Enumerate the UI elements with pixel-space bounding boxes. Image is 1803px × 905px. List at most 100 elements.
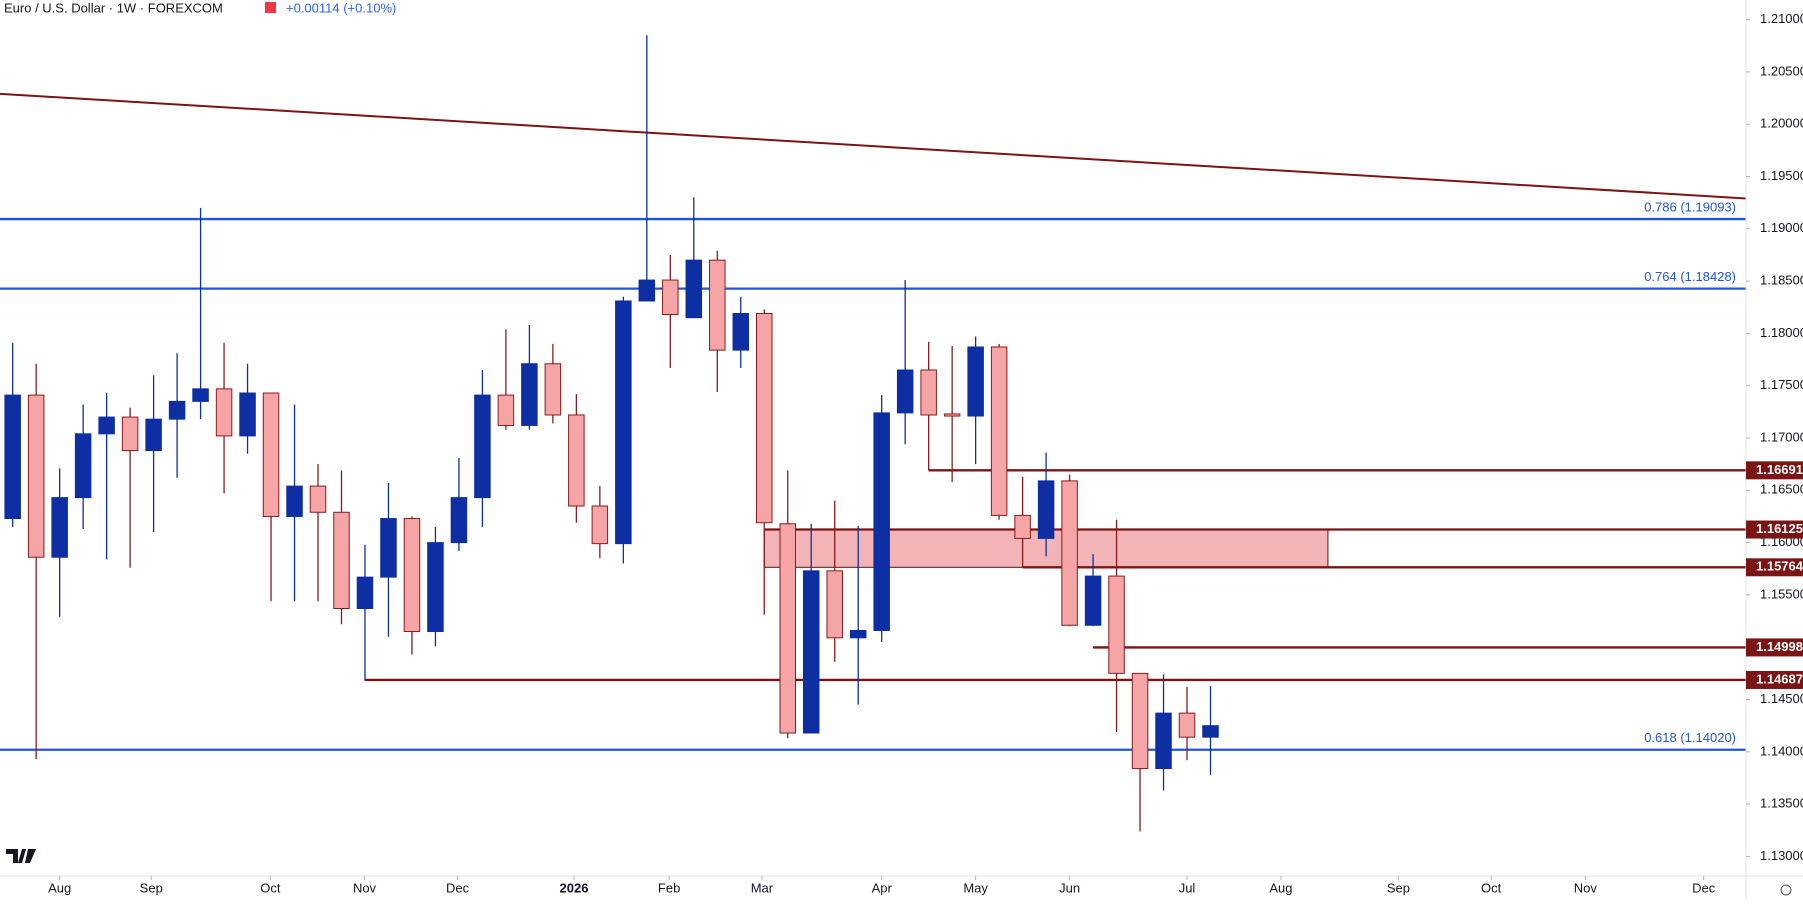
level-tag	[1746, 670, 1803, 689]
flag-icon	[265, 2, 276, 13]
level-tag-label: 1.16125	[1756, 521, 1803, 536]
candle-body	[474, 394, 491, 499]
x-tick-label: Apr	[872, 880, 893, 895]
candle-body	[591, 505, 609, 545]
candle-body	[568, 414, 585, 507]
candle-body	[262, 392, 280, 517]
y-tick-label: 1.17500	[1760, 377, 1803, 392]
fib-label: 0.786 (1.19093)	[1644, 199, 1736, 214]
x-tick-label: Oct	[260, 880, 281, 895]
candle-body	[521, 363, 538, 426]
y-tick-label: 1.18500	[1760, 273, 1803, 288]
x-tick-label: Jun	[1059, 880, 1080, 895]
y-tick-label: 1.17000	[1760, 429, 1803, 444]
candle-body	[1037, 480, 1055, 539]
x-tick-label: Aug	[48, 880, 71, 895]
x-tick-label: May	[963, 880, 988, 895]
x-tick-label: 2026	[560, 880, 589, 895]
candle-body	[145, 418, 162, 452]
level-tag-label: 1.15764	[1756, 559, 1803, 574]
trendline	[0, 92, 1747, 200]
candle-body	[709, 259, 726, 351]
candle-body	[896, 369, 914, 414]
chart-title: Euro / U.S. Dollar · 1W · FOREXCOM	[4, 0, 223, 15]
plot: 0.786 (1.19093) 0.764 (1.18428) 0.618 (1.1…	[0, 35, 1747, 832]
candle-body	[450, 497, 468, 544]
fib-label: 0.618 (1.14020)	[1644, 730, 1736, 745]
price-change: +0.00114 (+0.10%)	[286, 0, 396, 15]
candle-body	[1155, 712, 1172, 770]
candle-body	[849, 629, 867, 639]
settings-icon[interactable]	[1780, 884, 1792, 896]
candle-body	[990, 346, 1008, 516]
x-tick-label: Oct	[1481, 880, 1502, 895]
candle-body	[732, 313, 750, 351]
y-tick-label: 1.21000	[1760, 11, 1803, 26]
candle-body	[826, 570, 843, 639]
candle-body	[873, 412, 890, 631]
candle-body	[943, 413, 961, 417]
x-tick-label: Sep	[1387, 880, 1410, 895]
candle-body	[215, 388, 233, 437]
y-tick-label: 1.13500	[1760, 796, 1803, 811]
level-tag	[1746, 558, 1803, 577]
candle-body	[356, 576, 374, 610]
candle-body	[779, 523, 796, 734]
y-tick-label: 1.14000	[1760, 743, 1803, 758]
candle-body	[1202, 725, 1219, 738]
candle-body	[685, 259, 703, 319]
logo	[6, 849, 36, 863]
candle-body	[1084, 575, 1102, 626]
candle-body	[51, 497, 68, 558]
x-tick-label: Nov	[1574, 880, 1598, 895]
candle-body	[427, 542, 444, 633]
candle-body	[403, 518, 421, 633]
candle-body	[967, 346, 984, 417]
x-tick-label: Jul	[1179, 880, 1196, 895]
y-tick-label: 1.20000	[1760, 116, 1803, 131]
candle-body	[286, 485, 303, 517]
x-tick-label: Dec	[1692, 880, 1716, 895]
fib-label: 0.764 (1.18428)	[1644, 269, 1736, 284]
y-tick-label: 1.16500	[1760, 482, 1803, 497]
x-tick-label: Sep	[140, 880, 163, 895]
level-tag	[1746, 461, 1803, 480]
candle-body	[309, 485, 327, 513]
candle-body	[615, 300, 632, 545]
candle-body	[1108, 575, 1125, 674]
candle-body	[380, 518, 397, 578]
y-tick-label: 1.18000	[1760, 325, 1803, 340]
y-tick-label: 1.19500	[1760, 168, 1803, 183]
x-tick-label: Dec	[446, 880, 470, 895]
candle-body	[1131, 672, 1149, 770]
candle-body	[239, 392, 256, 437]
candle-body	[121, 416, 139, 452]
candle-body	[802, 570, 820, 734]
y-tick-label: 1.19000	[1760, 220, 1803, 235]
y-tick-label: 1.15500	[1760, 586, 1803, 601]
candle-body	[497, 394, 515, 426]
candle-body	[168, 400, 186, 420]
candle-body	[920, 369, 937, 416]
candle-body	[756, 313, 773, 524]
candle-body	[74, 433, 92, 499]
candle-body	[544, 363, 562, 416]
candle-body	[4, 394, 21, 520]
candle-body	[333, 511, 350, 610]
candle-body	[638, 279, 656, 302]
x-tick-label: Mar	[751, 880, 774, 895]
level-tag-label: 1.16691	[1756, 462, 1803, 477]
level-tag	[1746, 638, 1803, 657]
x-tick-label: Feb	[658, 880, 680, 895]
candle-body	[1014, 514, 1031, 539]
y-tick-label: 1.13000	[1760, 848, 1803, 863]
candle-body	[662, 279, 679, 316]
level-tag	[1746, 520, 1803, 539]
candle-body	[192, 388, 209, 402]
candle-body	[27, 394, 45, 558]
x-tick-label: Nov	[353, 880, 377, 895]
candle-body	[98, 416, 115, 435]
level-tag-label: 1.14998	[1756, 639, 1803, 654]
y-tick-label: 1.14500	[1760, 691, 1803, 706]
